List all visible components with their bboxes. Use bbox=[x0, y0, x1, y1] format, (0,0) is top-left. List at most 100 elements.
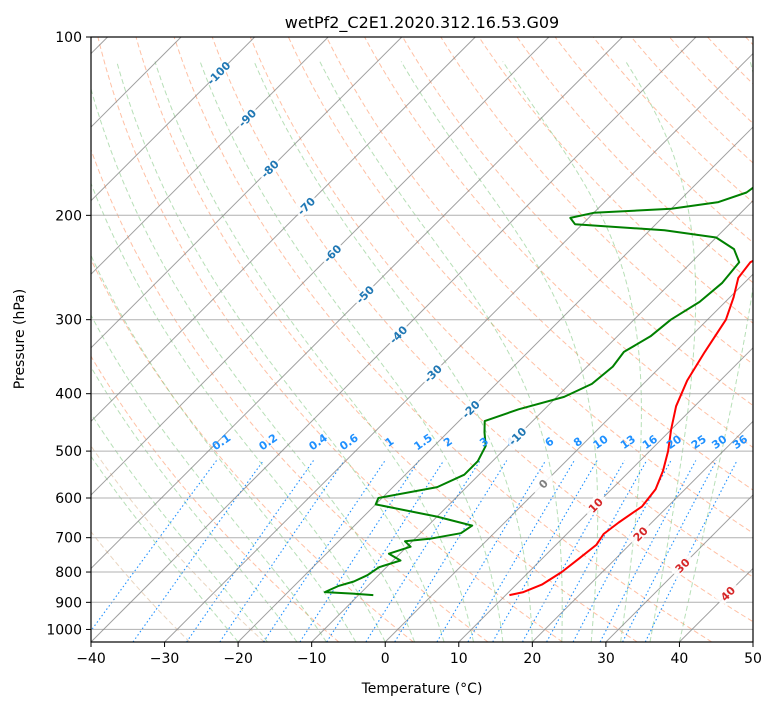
dry-adiabat bbox=[91, 258, 414, 642]
isotherm-label: -100 bbox=[205, 59, 234, 88]
mixing-ratio-line bbox=[546, 460, 648, 642]
moist-adiabat bbox=[502, 61, 642, 642]
mixing-ratio-line bbox=[522, 460, 625, 642]
y-tick-label: 700 bbox=[55, 531, 82, 547]
mixing-ratio-line bbox=[91, 460, 217, 632]
y-tick-label: 800 bbox=[55, 565, 82, 581]
y-axis: 100 200 300 400 500 600 700 800 900 1000 bbox=[46, 30, 91, 638]
mixing-ratio-label: 25 bbox=[689, 433, 709, 452]
mixing-ratio-label: 0.1 bbox=[210, 431, 233, 453]
dry-adiabat bbox=[287, 37, 753, 534]
dry-adiabat bbox=[669, 37, 753, 125]
mixing-ratio-line bbox=[186, 460, 314, 642]
dry-adiabat bbox=[91, 445, 265, 642]
moist-adiabat bbox=[91, 412, 268, 642]
mixing-ratio-label: 13 bbox=[618, 433, 638, 452]
mixing-ratio-label: 1 bbox=[383, 435, 397, 450]
mixing-ratio-label: 0.2 bbox=[257, 431, 280, 453]
isotherm-grid bbox=[91, 37, 753, 642]
mixing-ratio-label: 36 bbox=[730, 432, 750, 452]
isotherm-line bbox=[384, 273, 753, 642]
isotherm-line bbox=[752, 641, 753, 642]
mixing-ratio-line bbox=[492, 460, 598, 642]
isotherm-label-bg bbox=[256, 155, 282, 181]
y-tick-label: 900 bbox=[55, 595, 82, 611]
mixing-ratio-line bbox=[263, 460, 386, 642]
isotherm-label-bg bbox=[503, 422, 530, 449]
y-tick-label: 300 bbox=[55, 313, 82, 329]
dewpoint-line bbox=[323, 186, 753, 597]
mixing-ratio-line bbox=[299, 460, 420, 642]
moist-adiabats bbox=[91, 61, 753, 642]
isotherm-label-bg bbox=[384, 321, 411, 347]
x-tick-label: −30 bbox=[150, 651, 180, 667]
x-tick-label: 40 bbox=[671, 651, 689, 667]
isotherm-label-bg bbox=[419, 360, 445, 386]
isotherm-line bbox=[458, 347, 753, 642]
x-tick-label: −20 bbox=[223, 651, 253, 667]
mixing-ratio-line bbox=[394, 460, 508, 642]
isotherm-line bbox=[91, 37, 256, 202]
isotherm-line bbox=[91, 37, 403, 349]
dry-adiabats bbox=[91, 37, 753, 642]
moist-adiabat bbox=[678, 61, 753, 642]
y-tick-label: 400 bbox=[55, 387, 82, 403]
y-axis-title: Pressure (hPa) bbox=[12, 289, 28, 389]
isotherm-line bbox=[679, 567, 753, 642]
x-tick-label: −10 bbox=[297, 651, 327, 667]
isotherm-label-bg bbox=[529, 470, 556, 496]
mixing-ratio-line bbox=[132, 460, 264, 642]
chart-title: wetPf2_C2E1.2020.312.16.53.G09 bbox=[285, 13, 559, 33]
dry-adiabat bbox=[745, 37, 753, 46]
dry-adiabat bbox=[707, 37, 753, 85]
y-tick-label: 600 bbox=[55, 491, 82, 507]
mixing-ratio-line bbox=[436, 460, 547, 642]
x-axis: −40 −30 −20 −10 0 10 20 30 40 50 bbox=[76, 642, 762, 667]
isobar-grid bbox=[91, 37, 753, 630]
isotherm-line bbox=[164, 52, 753, 642]
moist-adiabat bbox=[91, 87, 416, 642]
moist-adiabat bbox=[91, 366, 298, 642]
mixing-ratio-line bbox=[467, 460, 575, 642]
mixing-ratio-label: 10 bbox=[591, 432, 611, 452]
mixing-ratio-line bbox=[644, 460, 738, 642]
moist-adiabat bbox=[199, 61, 504, 642]
x-tick-label: 10 bbox=[450, 651, 468, 667]
mixing-ratio-line bbox=[326, 460, 445, 642]
moist-adiabat bbox=[154, 61, 474, 642]
isotherm-label-bg bbox=[668, 552, 695, 578]
moist-adiabat bbox=[91, 314, 327, 642]
isotherm-label-bg bbox=[714, 580, 740, 606]
isotherm-label-bg bbox=[626, 520, 653, 547]
dry-adiabat bbox=[135, 37, 638, 642]
temperature-line bbox=[509, 259, 753, 597]
moist-adiabat bbox=[625, 61, 697, 642]
moist-adiabat bbox=[400, 61, 599, 642]
y-tick-label: 200 bbox=[55, 208, 82, 224]
dry-adiabat bbox=[91, 355, 340, 642]
y-tick-label: 100 bbox=[55, 30, 82, 46]
isotherm-label-bg bbox=[233, 104, 260, 131]
isotherm-label-bg bbox=[205, 59, 231, 86]
isotherm-label-bg bbox=[318, 240, 345, 266]
x-tick-label: 20 bbox=[523, 651, 541, 667]
isotherm-line bbox=[311, 199, 753, 642]
dry-adiabat bbox=[173, 37, 713, 642]
isotherm-line bbox=[91, 37, 550, 496]
x-tick-label: −40 bbox=[76, 651, 106, 667]
y-tick-label: 500 bbox=[55, 444, 82, 460]
moist-adiabat bbox=[319, 61, 563, 642]
moist-adiabat bbox=[91, 455, 239, 642]
isotherm-label-bg bbox=[457, 395, 483, 422]
dry-adiabat bbox=[440, 37, 753, 365]
isotherm-line bbox=[91, 37, 623, 570]
moist-adiabat bbox=[116, 61, 445, 642]
isotherm-label-bg bbox=[351, 281, 378, 307]
dry-adiabat bbox=[326, 37, 753, 491]
mixing-ratio-lines bbox=[91, 460, 738, 642]
mixing-ratio-label: 20 bbox=[664, 432, 684, 452]
isotherm-line bbox=[237, 126, 753, 642]
moist-adiabat bbox=[91, 182, 386, 642]
x-axis-title: Temperature (°C) bbox=[361, 681, 483, 697]
